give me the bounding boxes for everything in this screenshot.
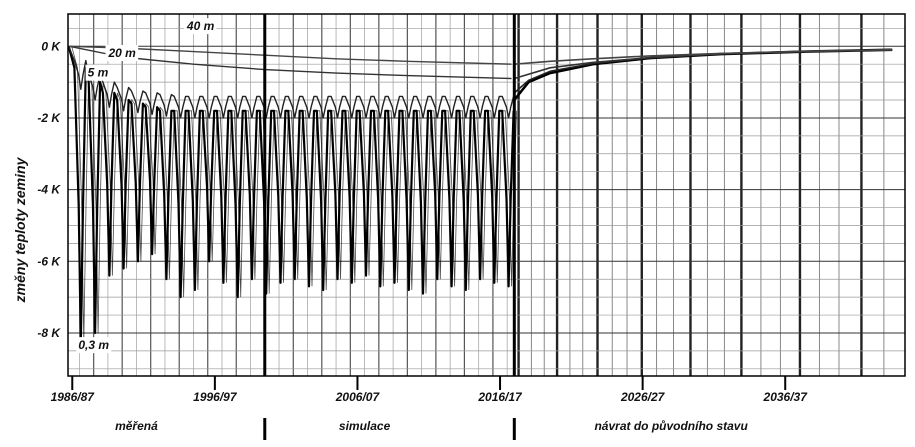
x-tick-label: 2026/27 [620,390,666,404]
recovery-line-40-m [514,49,893,65]
y-axis-label: změny teploty zeminy [12,156,28,303]
x-tick-label: 1986/87 [51,390,96,404]
x-tick-label: 1996/97 [193,390,238,404]
y-tick-label: 0 K [41,39,61,53]
depth-annotation: 5 m [88,66,109,80]
depth-annotation: 0,3 m [78,338,109,352]
series-layer [67,45,893,345]
depth-annotation-background [85,64,111,81]
depth-annotation-background [105,45,139,62]
label-layer: 0 K -2 K -4 K -6 K -8 K 1986/87 1996/97 2006/07… [12,18,808,433]
depth-annotation-background [183,18,217,35]
y-tick-label: -2 K [37,111,61,125]
phase-label: návrat do původního stavu [594,419,748,433]
series-line-5-m [68,46,515,119]
x-tick-label: 2006/07 [335,390,381,404]
phase-label: měřená [115,419,158,433]
phase-label: simulace [339,419,391,433]
y-tick-label: -6 K [37,254,61,268]
y-tick-label: -4 K [37,183,61,197]
x-tick-label: 2036/37 [763,390,809,404]
depth-annotation: 20 m [108,46,137,60]
series-line-0-3-m [67,46,515,345]
depth-annotation-background [76,337,112,354]
x-tick-label: 2016/17 [477,390,523,404]
plot-frame [67,13,906,377]
series-line-0-3-m-shadow [71,46,517,344]
y-tick-label: -8 K [37,326,61,340]
depth-annotation: 40 m [186,19,215,33]
frame-layer [67,13,906,440]
recovery-line-0-3-m [513,48,893,101]
